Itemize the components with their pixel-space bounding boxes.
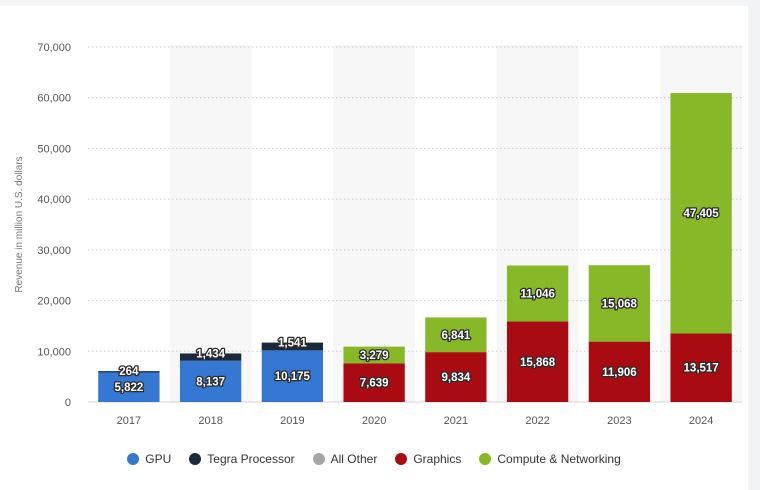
x-tick-label: 2022 xyxy=(525,415,549,427)
legend-swatch xyxy=(127,453,140,465)
bar-segment xyxy=(506,265,569,322)
y-tick-label: 40,000 xyxy=(37,194,71,206)
data-label: 1,541 xyxy=(278,338,307,350)
x-tick-label: 2021 xyxy=(444,415,468,427)
legend-swatch xyxy=(479,453,492,465)
y-tick-label: 0 xyxy=(65,397,71,409)
x-tick-label: 2019 xyxy=(280,415,304,427)
data-label: 8,137 xyxy=(196,376,225,388)
legend-item[interactable]: GPU xyxy=(127,452,171,466)
bar-segment xyxy=(588,341,651,402)
x-tick-label: 2017 xyxy=(117,415,141,427)
data-label: 15,868 xyxy=(520,357,556,369)
data-label: 264 xyxy=(119,366,139,378)
legend-label: Tegra Processor xyxy=(207,452,295,466)
data-label: 9,834 xyxy=(441,372,470,384)
bar-segment xyxy=(98,372,160,402)
data-label: 11,046 xyxy=(520,289,555,301)
data-label: 5,822 xyxy=(114,382,143,394)
bar-segment xyxy=(179,353,242,361)
legend-label: Graphics xyxy=(413,452,462,466)
y-tick-label: 70,000 xyxy=(37,42,71,54)
data-label: 10,175 xyxy=(275,371,311,383)
top-bar xyxy=(0,0,760,6)
x-tick-label: 2020 xyxy=(362,415,386,427)
column-band xyxy=(169,45,252,402)
y-tick-label: 20,000 xyxy=(37,296,71,308)
x-tick-label: 2024 xyxy=(689,415,713,427)
legend-item[interactable]: Compute & Networking xyxy=(479,452,621,466)
bar-segment xyxy=(425,317,487,353)
x-tick-label: 2023 xyxy=(607,415,631,427)
side-scroll-area xyxy=(748,0,760,490)
data-label: 11,906 xyxy=(602,367,637,379)
legend-swatch xyxy=(395,453,408,465)
bar-segment xyxy=(179,360,242,402)
bar-segment xyxy=(588,265,651,342)
column-band xyxy=(333,45,415,402)
data-label: 7,639 xyxy=(360,378,389,390)
legend-item[interactable]: Graphics xyxy=(395,452,461,466)
y-tick-label: 50,000 xyxy=(37,143,71,155)
data-label: 1,434 xyxy=(196,348,225,360)
data-label: 3,279 xyxy=(360,350,389,362)
legend-swatch xyxy=(312,453,325,465)
bar-segment xyxy=(670,93,732,334)
chart-legend: GPU Tegra Processor All Other Graphics Compu… xyxy=(0,452,748,466)
y-tick-label: 30,000 xyxy=(37,245,71,257)
y-axis-label: Revenue in million U.S. dollars xyxy=(14,156,25,292)
bar-segment xyxy=(261,350,324,402)
data-label: 15,068 xyxy=(602,298,638,310)
bar-segment xyxy=(425,352,487,402)
stacked-bar-chart: 0 10,000 20,000 30,000 40,000 50,000 60,000 70,… xyxy=(14,42,742,427)
bar-segment xyxy=(98,371,160,373)
data-label: 47,405 xyxy=(684,208,720,220)
bar-segment xyxy=(261,342,324,351)
legend-swatch xyxy=(189,453,202,465)
legend-label: All Other xyxy=(330,452,378,466)
x-tick-label: 2018 xyxy=(198,415,222,427)
legend-label: Compute & Networking xyxy=(497,452,621,466)
bar-segment xyxy=(670,333,732,402)
data-label: 6,841 xyxy=(441,330,470,342)
data-label: 13,517 xyxy=(684,363,719,375)
legend-item[interactable]: All Other xyxy=(312,452,378,466)
legend-item[interactable]: Tegra Processor xyxy=(189,452,295,466)
bar-segment xyxy=(343,363,405,402)
bar-segment xyxy=(343,346,405,364)
legend-label: GPU xyxy=(145,452,172,466)
bar-segment xyxy=(506,321,569,402)
y-tick-label: 10,000 xyxy=(37,346,71,358)
y-tick-label: 60,000 xyxy=(37,93,71,105)
